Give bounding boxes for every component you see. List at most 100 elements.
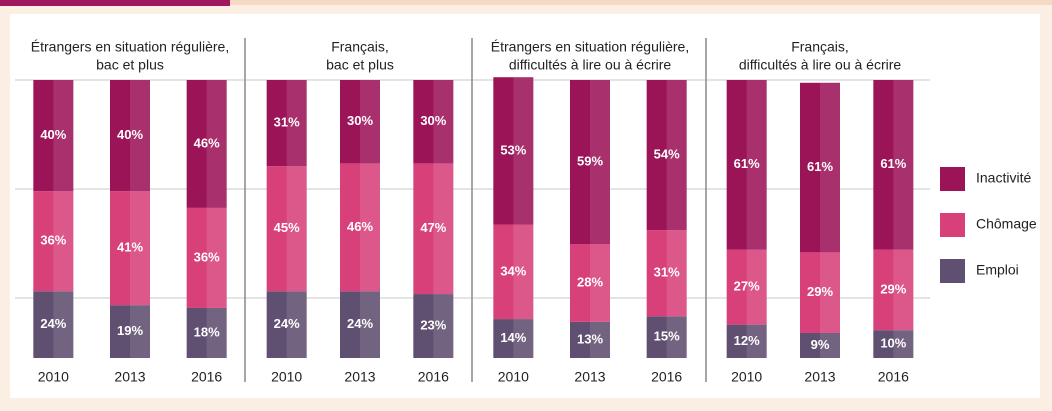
data-label: 13%: [577, 331, 603, 346]
bar-sheen: [130, 80, 150, 192]
bar-segment: [186, 307, 227, 358]
x-tick-label: 2013: [804, 369, 835, 385]
bar-sheen: [513, 319, 534, 358]
data-label: 40%: [117, 127, 143, 142]
x-tick-label: 2010: [38, 369, 69, 385]
data-label: 24%: [347, 316, 373, 331]
bar-segment: [873, 330, 914, 358]
bar-segment: [413, 163, 454, 295]
bar-segment: [340, 163, 380, 292]
legend-swatch: [940, 259, 965, 283]
bar-sheen: [746, 80, 767, 250]
x-tick-label: 2013: [344, 369, 375, 385]
bar-segment: [570, 80, 610, 245]
data-label: 61%: [880, 156, 906, 171]
data-label: 9%: [811, 337, 830, 352]
data-label: 34%: [500, 263, 526, 278]
bar-sheen: [360, 163, 380, 292]
bar-segment: [800, 252, 840, 333]
bar-sheen: [820, 332, 840, 358]
bar-sheen: [286, 80, 307, 167]
bar-sheen: [286, 291, 307, 358]
bar-sheen: [53, 80, 74, 192]
x-tick-label: 2016: [651, 369, 682, 385]
x-tick-label: 2016: [878, 369, 909, 385]
top-accent: [0, 0, 230, 6]
data-label: 46%: [194, 135, 220, 150]
bar-segment: [873, 80, 914, 250]
bar-sheen: [53, 291, 74, 358]
bar-segment: [493, 224, 534, 320]
bar-segment: [570, 244, 610, 322]
bar-sheen: [513, 224, 534, 320]
panel-title: bac et plus: [326, 57, 394, 73]
bar-segment: [413, 294, 454, 358]
data-label: 41%: [117, 240, 143, 255]
data-label: 45%: [274, 220, 300, 235]
bar-sheen: [893, 80, 914, 250]
bar-segment: [33, 80, 74, 192]
bar-sheen: [893, 330, 914, 358]
data-label: 24%: [40, 316, 66, 331]
x-tick-label: 2010: [271, 369, 302, 385]
data-label: 31%: [654, 265, 680, 280]
panel-title: Étrangers en situation régulière,: [491, 39, 689, 55]
data-label: 61%: [734, 156, 760, 171]
bar-sheen: [433, 294, 454, 358]
data-label: 59%: [577, 153, 603, 168]
data-label: 19%: [117, 323, 143, 338]
bar-sheen: [590, 80, 610, 245]
data-label: 12%: [734, 333, 760, 348]
bar-segment: [726, 249, 767, 325]
bar-sheen: [206, 307, 227, 358]
bar-sheen: [206, 207, 227, 308]
bar-sheen: [666, 230, 687, 317]
bar-segment: [110, 305, 150, 358]
panel-title: Français,: [331, 39, 389, 55]
bar-segment: [186, 80, 227, 208]
data-label: 36%: [40, 233, 66, 248]
data-label: 61%: [807, 159, 833, 174]
bar-sheen: [666, 316, 687, 358]
bar-sheen: [206, 80, 227, 208]
legend-swatch: [940, 167, 965, 191]
bar-sheen: [820, 252, 840, 333]
data-label: 10%: [880, 336, 906, 351]
data-label: 30%: [347, 113, 373, 128]
data-label: 31%: [274, 115, 300, 130]
bar-segment: [33, 191, 74, 292]
bar-sheen: [360, 291, 380, 358]
data-label: 29%: [807, 284, 833, 299]
bar-sheen: [513, 77, 534, 225]
data-label: 46%: [347, 219, 373, 234]
bar-sheen: [666, 80, 687, 231]
bar-segment: [493, 319, 534, 358]
data-label: 53%: [500, 142, 526, 157]
data-label: 29%: [880, 281, 906, 296]
legend-label: Inactivité: [976, 170, 1031, 186]
top-strip: [0, 0, 1052, 5]
bar-segment: [110, 80, 150, 192]
bar-segment: [646, 316, 687, 358]
bar-sheen: [360, 80, 380, 164]
bar-sheen: [286, 166, 307, 292]
x-tick-label: 2010: [498, 369, 529, 385]
x-tick-label: 2016: [191, 369, 222, 385]
legend-swatch: [940, 213, 965, 237]
bar-sheen: [820, 82, 840, 253]
data-label: 54%: [654, 146, 680, 161]
panel-title: difficultés à lire ou à écrire: [739, 57, 902, 73]
bar-segment: [340, 80, 380, 164]
data-label: 23%: [420, 317, 446, 332]
data-label: 47%: [420, 220, 446, 235]
panel-title: difficultés à lire ou à écrire: [509, 57, 672, 73]
bar-segment: [266, 291, 307, 358]
bar-segment: [800, 332, 840, 358]
bar-segment: [570, 321, 610, 358]
bar-sheen: [433, 163, 454, 295]
bar-segment: [413, 80, 454, 164]
data-label: 40%: [40, 127, 66, 142]
bar-segment: [726, 324, 767, 358]
panel-title: bac et plus: [96, 57, 164, 73]
data-label: 15%: [654, 329, 680, 344]
